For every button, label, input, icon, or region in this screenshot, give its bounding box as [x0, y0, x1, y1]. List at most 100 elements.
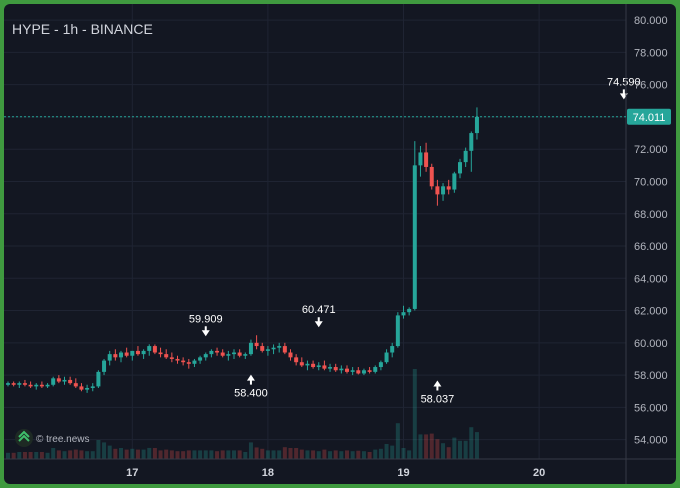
- candle-body: [328, 367, 333, 369]
- candle-body: [119, 352, 123, 358]
- volume-bar: [237, 450, 242, 459]
- brand-label: © tree.news: [36, 434, 90, 445]
- y-tick-label: 60.000: [634, 338, 668, 350]
- volume-bar: [73, 449, 78, 459]
- volume-bar: [79, 450, 84, 459]
- candle: [429, 163, 434, 190]
- candle-body: [152, 346, 157, 353]
- volume-bar: [6, 452, 10, 459]
- candle-body: [356, 370, 361, 374]
- candle-body: [458, 162, 462, 174]
- candle-body: [147, 346, 152, 351]
- candle: [260, 342, 265, 353]
- volume-bar: [147, 447, 152, 459]
- candle-body: [373, 367, 378, 372]
- candle-body: [203, 354, 208, 358]
- candle: [22, 379, 27, 387]
- candle: [350, 367, 355, 376]
- volume-bar: [395, 423, 400, 459]
- candle-body: [446, 186, 451, 190]
- volume-bar: [11, 452, 16, 459]
- volume-bar: [463, 440, 468, 459]
- volume-bar: [181, 451, 186, 459]
- candle: [345, 365, 349, 374]
- volume-bar: [135, 449, 140, 459]
- volume-bar: [56, 450, 61, 459]
- candle: [186, 358, 191, 369]
- candle-body: [265, 349, 270, 351]
- volume-bar: [446, 447, 451, 459]
- candle: [401, 305, 406, 319]
- volume-bar: [164, 449, 169, 459]
- candle: [311, 360, 316, 369]
- volume-bar: [130, 448, 135, 459]
- x-tick-label: 19: [397, 467, 409, 479]
- candle: [322, 360, 327, 371]
- candle: [192, 358, 197, 368]
- candle-body: [192, 360, 197, 364]
- candle-body: [248, 342, 253, 355]
- price-annotation: 60.471: [302, 304, 336, 328]
- candle: [277, 342, 282, 353]
- candle-body: [260, 346, 265, 351]
- candle-body: [181, 360, 186, 363]
- candle: [435, 179, 440, 206]
- candle-body: [45, 384, 50, 387]
- volume-bar: [62, 451, 67, 459]
- volume-bar: [186, 450, 191, 459]
- candle-body: [271, 347, 276, 350]
- candle: [243, 352, 248, 359]
- candle-body: [378, 362, 383, 368]
- candle: [384, 349, 389, 364]
- volume-bar: [113, 448, 118, 459]
- candle-body: [39, 384, 44, 387]
- candle-body: [361, 370, 366, 374]
- price-annotation: 59.909: [189, 313, 223, 337]
- candle-body: [469, 133, 474, 151]
- candle-body: [424, 152, 429, 167]
- candle: [158, 347, 163, 358]
- candle-body: [452, 173, 457, 190]
- volume-bar: [424, 434, 429, 459]
- candle-body: [124, 352, 129, 356]
- candle-body: [96, 371, 101, 387]
- candle: [446, 179, 451, 195]
- candle-body: [322, 365, 327, 369]
- arrow-down-icon: [201, 326, 210, 337]
- candle: [141, 349, 146, 359]
- candle-body: [209, 350, 214, 355]
- annotation-label: 60.471: [302, 304, 336, 316]
- volume-bar: [316, 451, 321, 459]
- candle: [107, 350, 112, 366]
- volume-bar: [452, 437, 457, 459]
- price-annotation: 58.400: [234, 374, 268, 400]
- annotation-label: 58.400: [234, 388, 268, 400]
- y-tick-label: 58.000: [634, 370, 668, 382]
- annotation-label: 58.037: [421, 394, 455, 406]
- candle-body: [311, 363, 316, 368]
- candle: [237, 349, 242, 358]
- candle-body: [294, 357, 299, 363]
- candle-body: [56, 378, 61, 382]
- candle-body: [17, 383, 22, 385]
- volume-bar: [265, 450, 270, 459]
- y-tick-label: 80.000: [634, 15, 668, 27]
- volume-bar: [96, 440, 101, 459]
- candle: [390, 342, 395, 358]
- candle-body: [429, 166, 434, 187]
- volume-bar: [474, 432, 479, 459]
- y-tick-label: 66.000: [634, 241, 668, 253]
- chart-frame: 59.909 58.400 60.471 58.037 74.590 54.000 56.…: [4, 4, 676, 484]
- candle: [339, 365, 344, 374]
- candle-body: [6, 383, 10, 385]
- volume-bar: [260, 448, 265, 459]
- candle: [271, 344, 276, 355]
- y-tick-label: 56.000: [634, 402, 668, 414]
- volume-bar: [378, 448, 383, 459]
- arrow-down-icon: [619, 89, 628, 100]
- arrow-up-icon: [433, 380, 442, 391]
- candle: [367, 367, 372, 374]
- volume-bar: [271, 450, 276, 459]
- volume-bar: [220, 450, 225, 459]
- candle: [232, 349, 236, 359]
